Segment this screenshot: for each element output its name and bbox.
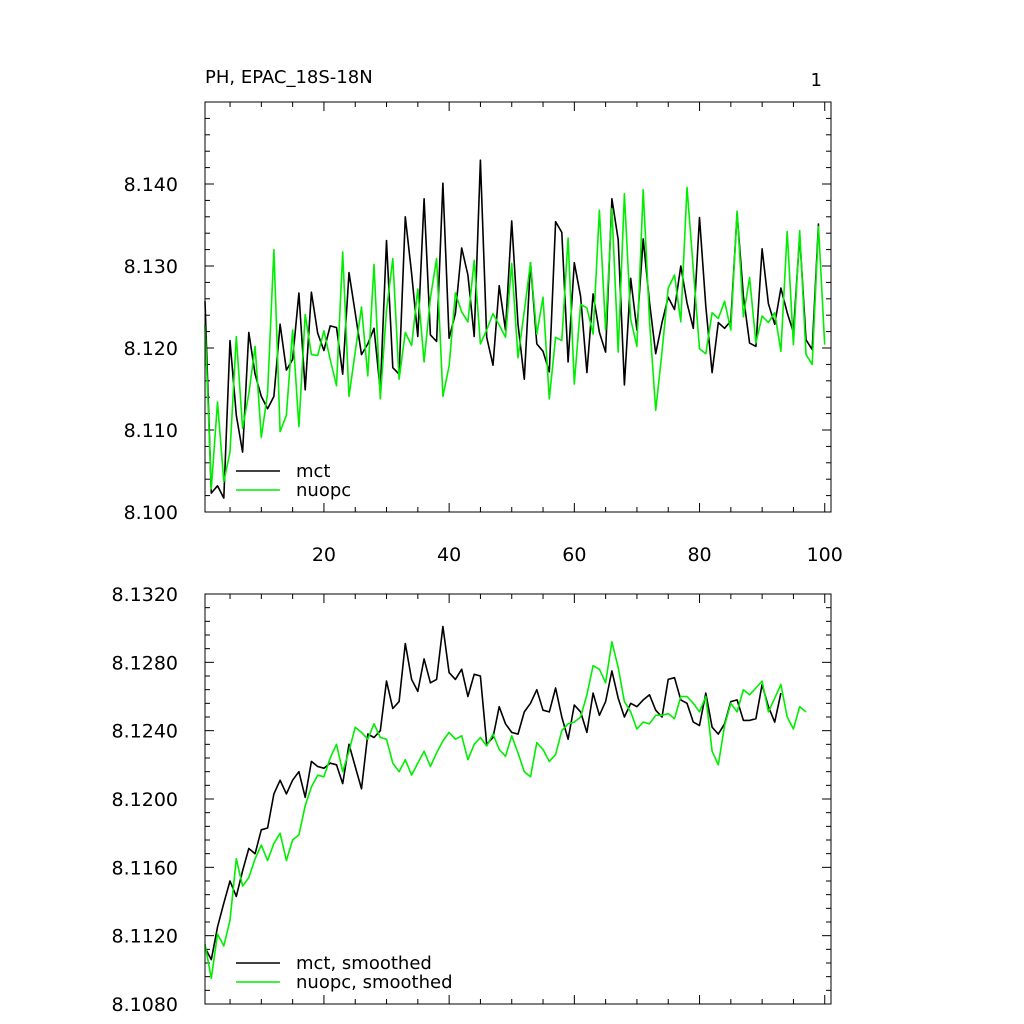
bottom-chart: 8.1080 8.1120 8.1160 8.1200 8.1240 8.1280 8.13…	[112, 584, 832, 1016]
y-tick-label: 8.130	[124, 256, 178, 278]
legend-label-nuopc: nuopc	[296, 480, 351, 501]
y-tick-label: 8.110	[124, 420, 178, 442]
x-tick-label: 80	[687, 544, 711, 566]
x-tick-label: 20	[312, 544, 336, 566]
y-tick-label: 8.1080	[112, 994, 178, 1016]
top-chart-series	[204, 159, 826, 499]
series-line-nuopc-smoothed	[204, 640, 807, 980]
series-line-mct	[204, 159, 820, 499]
top-chart-frame	[204, 101, 832, 513]
top-chart-legend: mct nuopc	[236, 461, 351, 501]
y-tick-label: 8.1160	[112, 857, 178, 879]
chart-title: PH, EPAC_18S-18N	[205, 67, 373, 88]
top-chart-ticks: 8.100 8.110 8.120 8.130 8.140 20 40 60 80 100	[124, 101, 843, 566]
legend-label-mct: mct	[296, 461, 331, 482]
y-tick-label: 8.100	[124, 502, 178, 524]
x-tick-label: 40	[437, 544, 461, 566]
panel-number: 1	[811, 70, 822, 91]
legend-label-nuopc-smoothed: nuopc, smoothed	[296, 972, 453, 993]
bottom-chart-frame	[204, 593, 832, 1005]
y-tick-label: 8.120	[124, 338, 178, 360]
y-tick-label: 8.1280	[112, 652, 178, 674]
bottom-chart-ticks: 8.1080 8.1120 8.1160 8.1200 8.1240 8.1280 8.13…	[112, 584, 831, 1016]
y-tick-label: 8.1240	[112, 721, 178, 743]
series-line-mct-smoothed	[204, 625, 782, 961]
top-chart: PH, EPAC_18S-18N 1 8.1008.1108.1208.1308…	[124, 67, 843, 566]
y-tick-label: 8.1320	[112, 584, 178, 606]
x-tick-label: 100	[807, 544, 843, 566]
bottom-chart-legend: mct, smoothed nuopc, smoothed	[236, 953, 453, 993]
x-tick-label: 60	[562, 544, 586, 566]
series-line-nuopc	[204, 186, 826, 490]
bottom-chart-series	[204, 625, 807, 980]
y-tick-label: 8.1200	[112, 789, 178, 811]
y-tick-label: 8.1120	[112, 926, 178, 948]
y-tick-label: 8.140	[124, 174, 178, 196]
legend-label-mct-smoothed: mct, smoothed	[296, 953, 432, 974]
